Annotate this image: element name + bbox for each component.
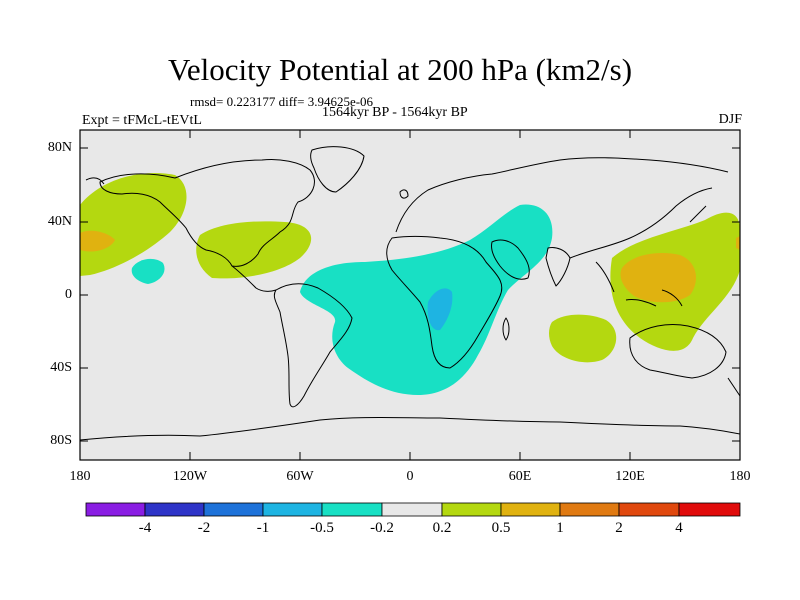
coast-madagascar: [502, 317, 510, 341]
season-text: DJF: [718, 112, 742, 127]
map-title: Velocity Potential at 200 hPa (km2/s): [167, 52, 633, 87]
colorbar-box-10: [618, 502, 680, 517]
colorbar-box-7: [441, 502, 502, 517]
coast-southeast-asia: [595, 261, 683, 307]
x-label-60w: 60W: [286, 469, 314, 484]
colorbar-label-3: -1: [256, 520, 270, 536]
colorbar-box-1: [85, 502, 146, 517]
coast-south-america: [273, 283, 353, 408]
colorbar: [85, 502, 741, 517]
colorbar-box-8: [500, 502, 561, 517]
coast-arabia: [491, 239, 530, 280]
positive-core-north-pacific: [80, 230, 115, 252]
x-label-180w: 180: [69, 469, 91, 484]
y-label-40s: 40S: [50, 360, 72, 375]
y-label-80s: 80S: [50, 433, 72, 448]
colorbar-label-2: -2: [197, 520, 211, 536]
y-ticks: [80, 147, 740, 442]
coast-india: [545, 247, 571, 287]
coastlines: [80, 146, 740, 441]
y-label-40n: 40N: [47, 214, 72, 229]
rmsd-diff-text: rmsd= 0.223177 diff= 3.94625e-06: [190, 94, 374, 109]
coast-europe: [395, 157, 729, 233]
coast-new-zealand: [727, 377, 740, 397]
colorbar-box-6: [381, 502, 443, 517]
positive-core-date-line: [736, 236, 740, 250]
coast-antarctica: [80, 417, 740, 441]
coast-australia: [629, 324, 727, 379]
positive-region-indian-ocean: [549, 314, 617, 363]
coast-central-america: [231, 265, 277, 292]
colorbar-box-2: [144, 502, 205, 517]
positive-region-north-atlantic: [196, 221, 312, 279]
positive-core-west-pacific: [620, 252, 696, 303]
x-label-60e: 60E: [508, 469, 532, 484]
colorbar-label-9: 2: [615, 520, 623, 536]
x-label-180e: 180: [729, 469, 751, 484]
negative-region-east-pacific: [131, 258, 165, 284]
coast-uk: [399, 189, 409, 199]
x-label-120e: 120E: [615, 469, 645, 484]
colorbar-label-6: 0.2: [432, 520, 452, 536]
coast-japan: [689, 205, 707, 223]
coast-east-asia: [569, 187, 713, 259]
x-label-0: 0: [406, 469, 414, 484]
y-label-eq: 0: [65, 287, 72, 302]
colorbar-box-4: [262, 502, 323, 517]
coast-greenland: [310, 146, 365, 193]
colorbar-label-7: 0.5: [491, 520, 511, 536]
colorbar-box-11: [678, 502, 741, 517]
colorbar-label-10: 4: [675, 520, 683, 536]
x-label-120w: 120W: [172, 469, 208, 484]
coast-north-america: [99, 159, 315, 267]
colorbar-label-5: -0.2: [370, 520, 394, 536]
colorbar-label-4: -0.5: [310, 520, 334, 536]
colorbar-label-1: -4: [138, 520, 152, 536]
period-text: 1564kyr BP - 1564kyr BP: [322, 105, 468, 120]
coast-alaska: [85, 177, 105, 185]
colorbar-box-3: [203, 502, 264, 517]
negative-core-central-africa: [427, 288, 453, 331]
coast-africa: [386, 236, 503, 369]
negative-region-atlantic-africa: [300, 204, 553, 395]
y-label-80n: 80N: [47, 140, 72, 155]
colorbar-box-5: [321, 502, 383, 517]
x-ticks: [79, 130, 741, 460]
colorbar-label-8: 1: [556, 520, 564, 536]
positive-region-north-pacific: [80, 173, 187, 276]
experiment-text: Expt = tFMcL-tEVtL: [82, 113, 202, 128]
colorbar-box-9: [559, 502, 620, 517]
